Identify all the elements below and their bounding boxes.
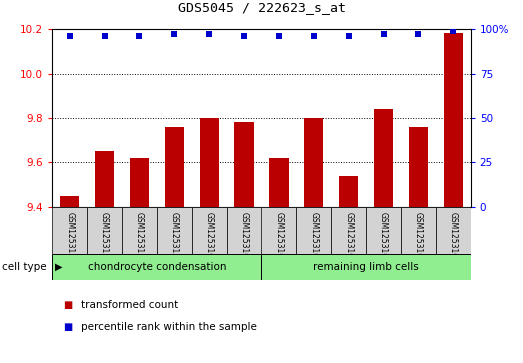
Bar xyxy=(331,207,366,254)
Bar xyxy=(60,196,79,207)
Point xyxy=(65,33,74,39)
Text: GSM1253158: GSM1253158 xyxy=(135,212,144,262)
Text: chondrocyte condensation: chondrocyte condensation xyxy=(88,262,226,272)
Text: GSM1253160: GSM1253160 xyxy=(204,212,214,262)
Text: GSM1253165: GSM1253165 xyxy=(379,212,388,262)
Text: cell type: cell type xyxy=(3,262,47,272)
Text: percentile rank within the sample: percentile rank within the sample xyxy=(81,322,257,332)
Bar xyxy=(401,207,436,254)
Text: GSM1253161: GSM1253161 xyxy=(240,212,248,262)
Bar xyxy=(374,109,393,207)
Text: transformed count: transformed count xyxy=(81,300,178,310)
Text: ■: ■ xyxy=(63,322,72,332)
Point xyxy=(205,32,213,37)
Point xyxy=(310,33,318,39)
Text: GSM1253166: GSM1253166 xyxy=(414,212,423,262)
Text: GSM1253157: GSM1253157 xyxy=(100,212,109,262)
Text: ■: ■ xyxy=(63,300,72,310)
Bar xyxy=(87,207,122,254)
Text: GDS5045 / 222623_s_at: GDS5045 / 222623_s_at xyxy=(177,1,346,15)
Bar xyxy=(200,118,219,207)
Bar xyxy=(192,207,226,254)
Bar xyxy=(234,122,254,207)
Bar xyxy=(157,207,192,254)
Point xyxy=(170,32,178,37)
Bar xyxy=(444,33,463,207)
Bar xyxy=(52,254,262,280)
Bar xyxy=(297,207,331,254)
Bar xyxy=(269,158,289,207)
Text: GSM1253163: GSM1253163 xyxy=(309,212,319,262)
Bar xyxy=(304,118,323,207)
Point xyxy=(135,33,144,39)
Text: GSM1253167: GSM1253167 xyxy=(449,212,458,262)
Bar xyxy=(130,158,149,207)
Bar xyxy=(436,207,471,254)
Bar xyxy=(95,151,114,207)
Bar xyxy=(226,207,262,254)
Bar xyxy=(122,207,157,254)
Bar xyxy=(262,254,471,280)
Bar xyxy=(409,127,428,207)
Point xyxy=(379,32,388,37)
Point xyxy=(275,33,283,39)
Bar xyxy=(52,207,87,254)
Bar xyxy=(366,207,401,254)
Text: ▶: ▶ xyxy=(55,262,62,272)
Point xyxy=(449,28,458,34)
Bar xyxy=(339,176,358,207)
Bar xyxy=(165,127,184,207)
Text: GSM1253159: GSM1253159 xyxy=(170,212,179,262)
Text: GSM1253156: GSM1253156 xyxy=(65,212,74,262)
Point xyxy=(100,33,109,39)
Bar xyxy=(262,207,297,254)
Point xyxy=(414,32,423,37)
Point xyxy=(240,33,248,39)
Text: remaining limb cells: remaining limb cells xyxy=(313,262,419,272)
Point xyxy=(345,33,353,39)
Text: GSM1253162: GSM1253162 xyxy=(275,212,283,262)
Text: GSM1253164: GSM1253164 xyxy=(344,212,353,262)
